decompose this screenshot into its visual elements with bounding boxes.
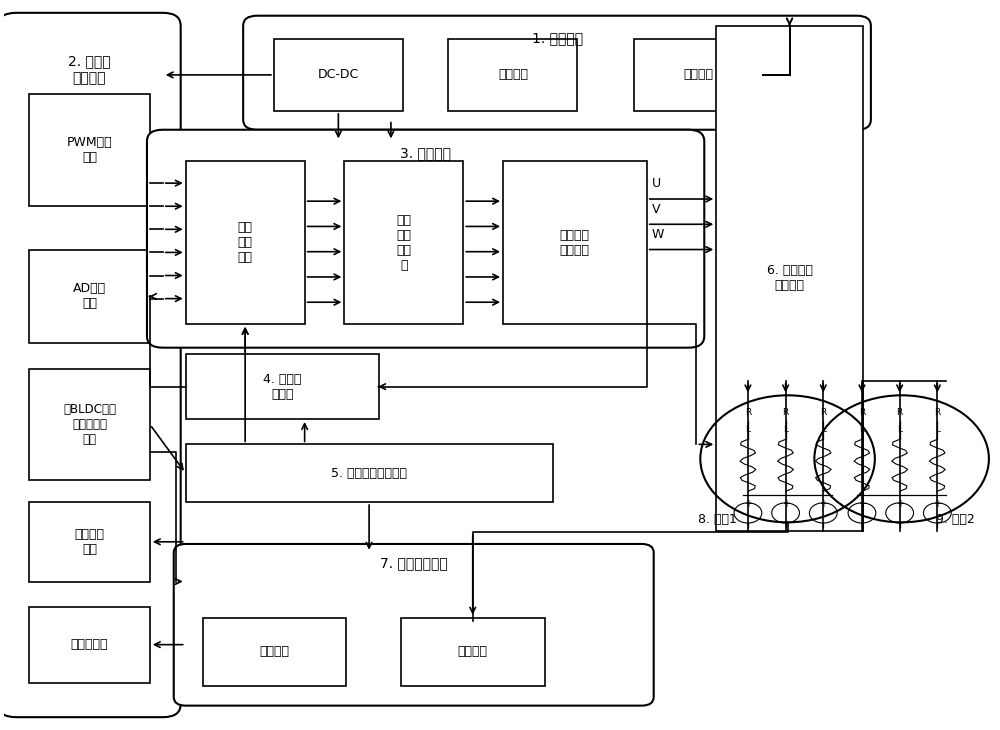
Text: W: W: [652, 228, 664, 241]
Bar: [186, 161, 305, 324]
Text: L: L: [821, 425, 826, 434]
Bar: [29, 502, 150, 582]
FancyBboxPatch shape: [147, 130, 704, 347]
Text: 三相桥式
逆变电路: 三相桥式 逆变电路: [560, 228, 590, 257]
Bar: [634, 39, 763, 111]
Bar: [401, 618, 545, 686]
Text: 7. 霍尔切换模块: 7. 霍尔切换模块: [380, 556, 448, 570]
Text: 3. 驱动模块: 3. 驱动模块: [400, 146, 451, 161]
Bar: [448, 39, 577, 111]
Text: 滤波电路: 滤波电路: [498, 69, 528, 81]
Text: AD采样
模块: AD采样 模块: [73, 283, 106, 310]
FancyBboxPatch shape: [0, 13, 181, 717]
Text: 切换电路: 切换电路: [259, 645, 289, 658]
Text: +: +: [858, 499, 866, 509]
Bar: [29, 250, 150, 343]
Text: 8. 电机1: 8. 电机1: [698, 513, 737, 526]
Text: +: +: [896, 499, 904, 509]
Text: 双BLDC电机
检测与切换
控制: 双BLDC电机 检测与切换 控制: [63, 403, 116, 446]
Bar: [716, 26, 863, 531]
Bar: [29, 94, 150, 207]
Text: L: L: [745, 425, 750, 434]
Text: R: R: [820, 408, 826, 417]
Text: L: L: [935, 425, 940, 434]
Bar: [344, 161, 463, 324]
Text: +: +: [782, 499, 790, 509]
Bar: [274, 39, 403, 111]
Text: 6. 三相输出
切换电路: 6. 三相输出 切换电路: [767, 264, 813, 293]
Text: +: +: [744, 499, 752, 509]
Text: 4. 电流检
测电路: 4. 电流检 测电路: [263, 372, 302, 401]
Bar: [186, 445, 553, 502]
Bar: [186, 354, 379, 419]
Text: 计数器模块: 计数器模块: [71, 638, 108, 651]
Text: L: L: [783, 425, 788, 434]
FancyBboxPatch shape: [174, 544, 654, 706]
Text: 信号
调理
电路: 信号 调理 电路: [238, 221, 253, 264]
Bar: [29, 607, 150, 683]
Text: R: R: [897, 408, 903, 417]
Text: R: R: [859, 408, 865, 417]
Text: +: +: [819, 499, 827, 509]
Text: 2. 单片机
控制模块: 2. 单片机 控制模块: [68, 55, 111, 85]
Text: R: R: [745, 408, 751, 417]
Text: L: L: [897, 425, 902, 434]
Text: PWM控制
模块: PWM控制 模块: [67, 137, 112, 164]
Text: R: R: [934, 408, 940, 417]
Text: 霍尔序列
检测: 霍尔序列 检测: [74, 528, 104, 556]
Text: 9. 电机2: 9. 电机2: [936, 513, 975, 526]
Text: L: L: [859, 425, 864, 434]
Text: R: R: [782, 408, 789, 417]
Text: +: +: [933, 499, 941, 509]
Text: 1. 电源模块: 1. 电源模块: [532, 31, 583, 45]
Text: 信号调理: 信号调理: [458, 645, 488, 658]
Bar: [503, 161, 647, 324]
Text: U: U: [652, 177, 661, 191]
Text: 功率
管驱
动电
路: 功率 管驱 动电 路: [396, 214, 411, 272]
Text: 5. 光耦隔离放大电路: 5. 光耦隔离放大电路: [331, 466, 407, 480]
Bar: [203, 618, 346, 686]
Text: V: V: [652, 203, 660, 215]
Text: 保护电路: 保护电路: [683, 69, 713, 81]
FancyBboxPatch shape: [243, 16, 871, 130]
Bar: [29, 369, 150, 480]
Text: DC-DC: DC-DC: [318, 69, 359, 81]
